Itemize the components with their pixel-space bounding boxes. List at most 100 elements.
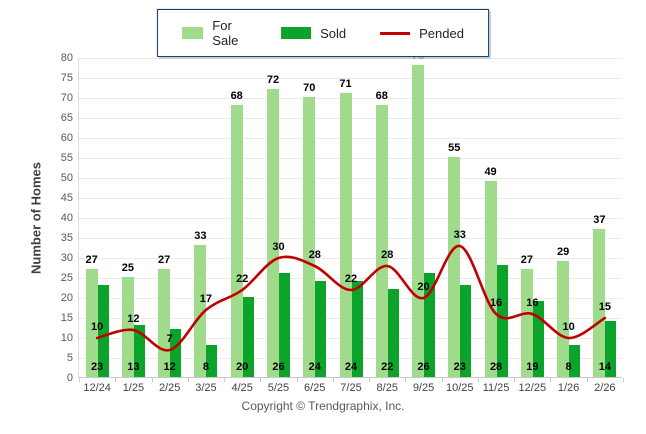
x-tick-label: 8/25 xyxy=(376,382,398,394)
bar-for-sale xyxy=(85,269,98,377)
for-sale-value-label: 71 xyxy=(339,78,352,90)
y-tick-label: 35 xyxy=(60,232,73,244)
sold-value-label: 20 xyxy=(236,361,249,373)
y-tick-label: 30 xyxy=(60,252,73,264)
for-sale-value-label: 37 xyxy=(593,214,606,226)
x-tick-label: 12/25 xyxy=(518,382,547,394)
pended-value-label: 16 xyxy=(526,297,539,309)
bar-sold xyxy=(278,273,290,377)
x-tick-label: 5/25 xyxy=(267,382,290,394)
bar-sold xyxy=(315,281,327,377)
y-tick-label: 25 xyxy=(60,272,73,284)
bar-sold xyxy=(496,265,508,377)
pended-value-label: 15 xyxy=(598,301,611,313)
for-sale-value-label: 27 xyxy=(85,254,98,266)
y-tick-label: 40 xyxy=(60,212,73,224)
bar-sold xyxy=(133,325,145,377)
bar-sold xyxy=(387,289,399,377)
sold-value-label: 8 xyxy=(565,361,572,373)
x-tick-label: 12/24 xyxy=(83,382,111,394)
legend-item-pended: Pended xyxy=(380,26,464,41)
legend-label-for-sale: For Sale xyxy=(212,18,239,48)
for-sale-value-label: 25 xyxy=(121,262,135,274)
for-sale-value-label: 68 xyxy=(230,90,243,102)
legend-item-sold: Sold xyxy=(281,26,346,41)
for-sale-value-label: 55 xyxy=(448,142,461,154)
bar-sold xyxy=(460,285,472,377)
legend-label-sold: Sold xyxy=(320,25,347,41)
x-tick-mark xyxy=(296,378,298,382)
pended-value-label: 10 xyxy=(562,321,575,333)
sold-value-label: 13 xyxy=(127,361,140,373)
y-tick-label: 80 xyxy=(60,52,73,64)
sold-value-label: 19 xyxy=(526,361,539,373)
bar-sold xyxy=(242,297,254,377)
pended-value-label: 28 xyxy=(308,249,321,261)
sold-value-label: 26 xyxy=(272,361,285,373)
pended-value-label: 22 xyxy=(344,273,358,285)
pended-value-label: 33 xyxy=(453,229,466,241)
for-sale-value-label: 49 xyxy=(484,166,497,178)
pended-value-label: 17 xyxy=(199,293,213,305)
pended-value-label: 16 xyxy=(489,297,503,309)
x-tick-mark xyxy=(224,378,226,382)
pended-value-label: 12 xyxy=(127,313,140,325)
x-tick-label: 2/25 xyxy=(158,382,181,394)
x-tick-mark xyxy=(151,378,153,382)
x-tick-label: 6/25 xyxy=(304,382,326,394)
bar-sold xyxy=(424,273,436,377)
bar-for-sale xyxy=(375,105,388,377)
y-tick-label: 75 xyxy=(60,72,73,84)
y-tick-label: 5 xyxy=(66,352,73,364)
x-tick-mark xyxy=(550,378,552,382)
legend-item-for-sale: For Sale xyxy=(182,18,247,48)
legend-label-pended: Pended xyxy=(419,25,464,41)
bar-for-sale xyxy=(303,97,316,377)
bar-for-sale xyxy=(448,157,461,377)
y-tick-label: 10 xyxy=(60,332,73,344)
gridline xyxy=(79,78,622,79)
sold-value-label: 12 xyxy=(163,361,176,373)
sold-value-label: 26 xyxy=(417,361,430,373)
y-tick-label: 55 xyxy=(60,152,73,164)
x-tick-mark xyxy=(514,378,516,382)
y-tick-label: 15 xyxy=(60,312,73,324)
for-sale-value-label: 27 xyxy=(520,254,533,266)
sold-value-label: 23 xyxy=(453,361,466,373)
pended-value-label: 28 xyxy=(381,249,394,261)
x-tick-label: 7/25 xyxy=(340,382,362,394)
bar-for-sale xyxy=(520,269,533,377)
for-sale-value-label: 29 xyxy=(556,246,570,258)
bar-sold xyxy=(170,329,182,377)
y-tick-label: 60 xyxy=(60,132,73,144)
x-tick-mark xyxy=(477,378,479,382)
x-tick-label: 1/25 xyxy=(122,382,145,394)
x-tick-mark xyxy=(187,378,189,382)
bar-for-sale xyxy=(266,89,279,377)
for-sale-swatch-icon xyxy=(182,27,204,39)
x-tick-mark xyxy=(405,378,407,382)
sold-value-label: 24 xyxy=(308,361,321,373)
sold-value-label: 22 xyxy=(381,361,394,373)
plot-area: 0 5 10 15 20 25 30 35 40 45 50 55 60 65 70 75 80 12/24 1/2… xyxy=(61,50,624,394)
y-tick-label: 45 xyxy=(60,192,73,204)
y-tick-label: 0 xyxy=(66,372,73,384)
y-tick-label: 50 xyxy=(60,172,73,184)
bar-for-sale xyxy=(230,105,243,377)
x-tick-label: 1/26 xyxy=(557,382,580,394)
for-sale-value-label: 68 xyxy=(375,90,388,102)
x-tick-mark xyxy=(369,378,371,382)
x-tick-label: 11/25 xyxy=(482,382,510,394)
x-tick-label: 3/25 xyxy=(195,382,217,394)
x-tick-mark xyxy=(586,378,588,382)
x-tick-label: 10/25 xyxy=(446,382,474,394)
sold-value-label: 14 xyxy=(598,361,611,373)
sold-value-label: 24 xyxy=(344,361,358,373)
x-tick-mark xyxy=(115,378,117,382)
bar-for-sale xyxy=(484,181,497,377)
sold-value-label: 28 xyxy=(489,361,503,373)
bar-for-sale xyxy=(557,261,570,377)
pended-line-swatch-icon xyxy=(380,31,411,35)
bar-for-sale xyxy=(593,229,606,377)
